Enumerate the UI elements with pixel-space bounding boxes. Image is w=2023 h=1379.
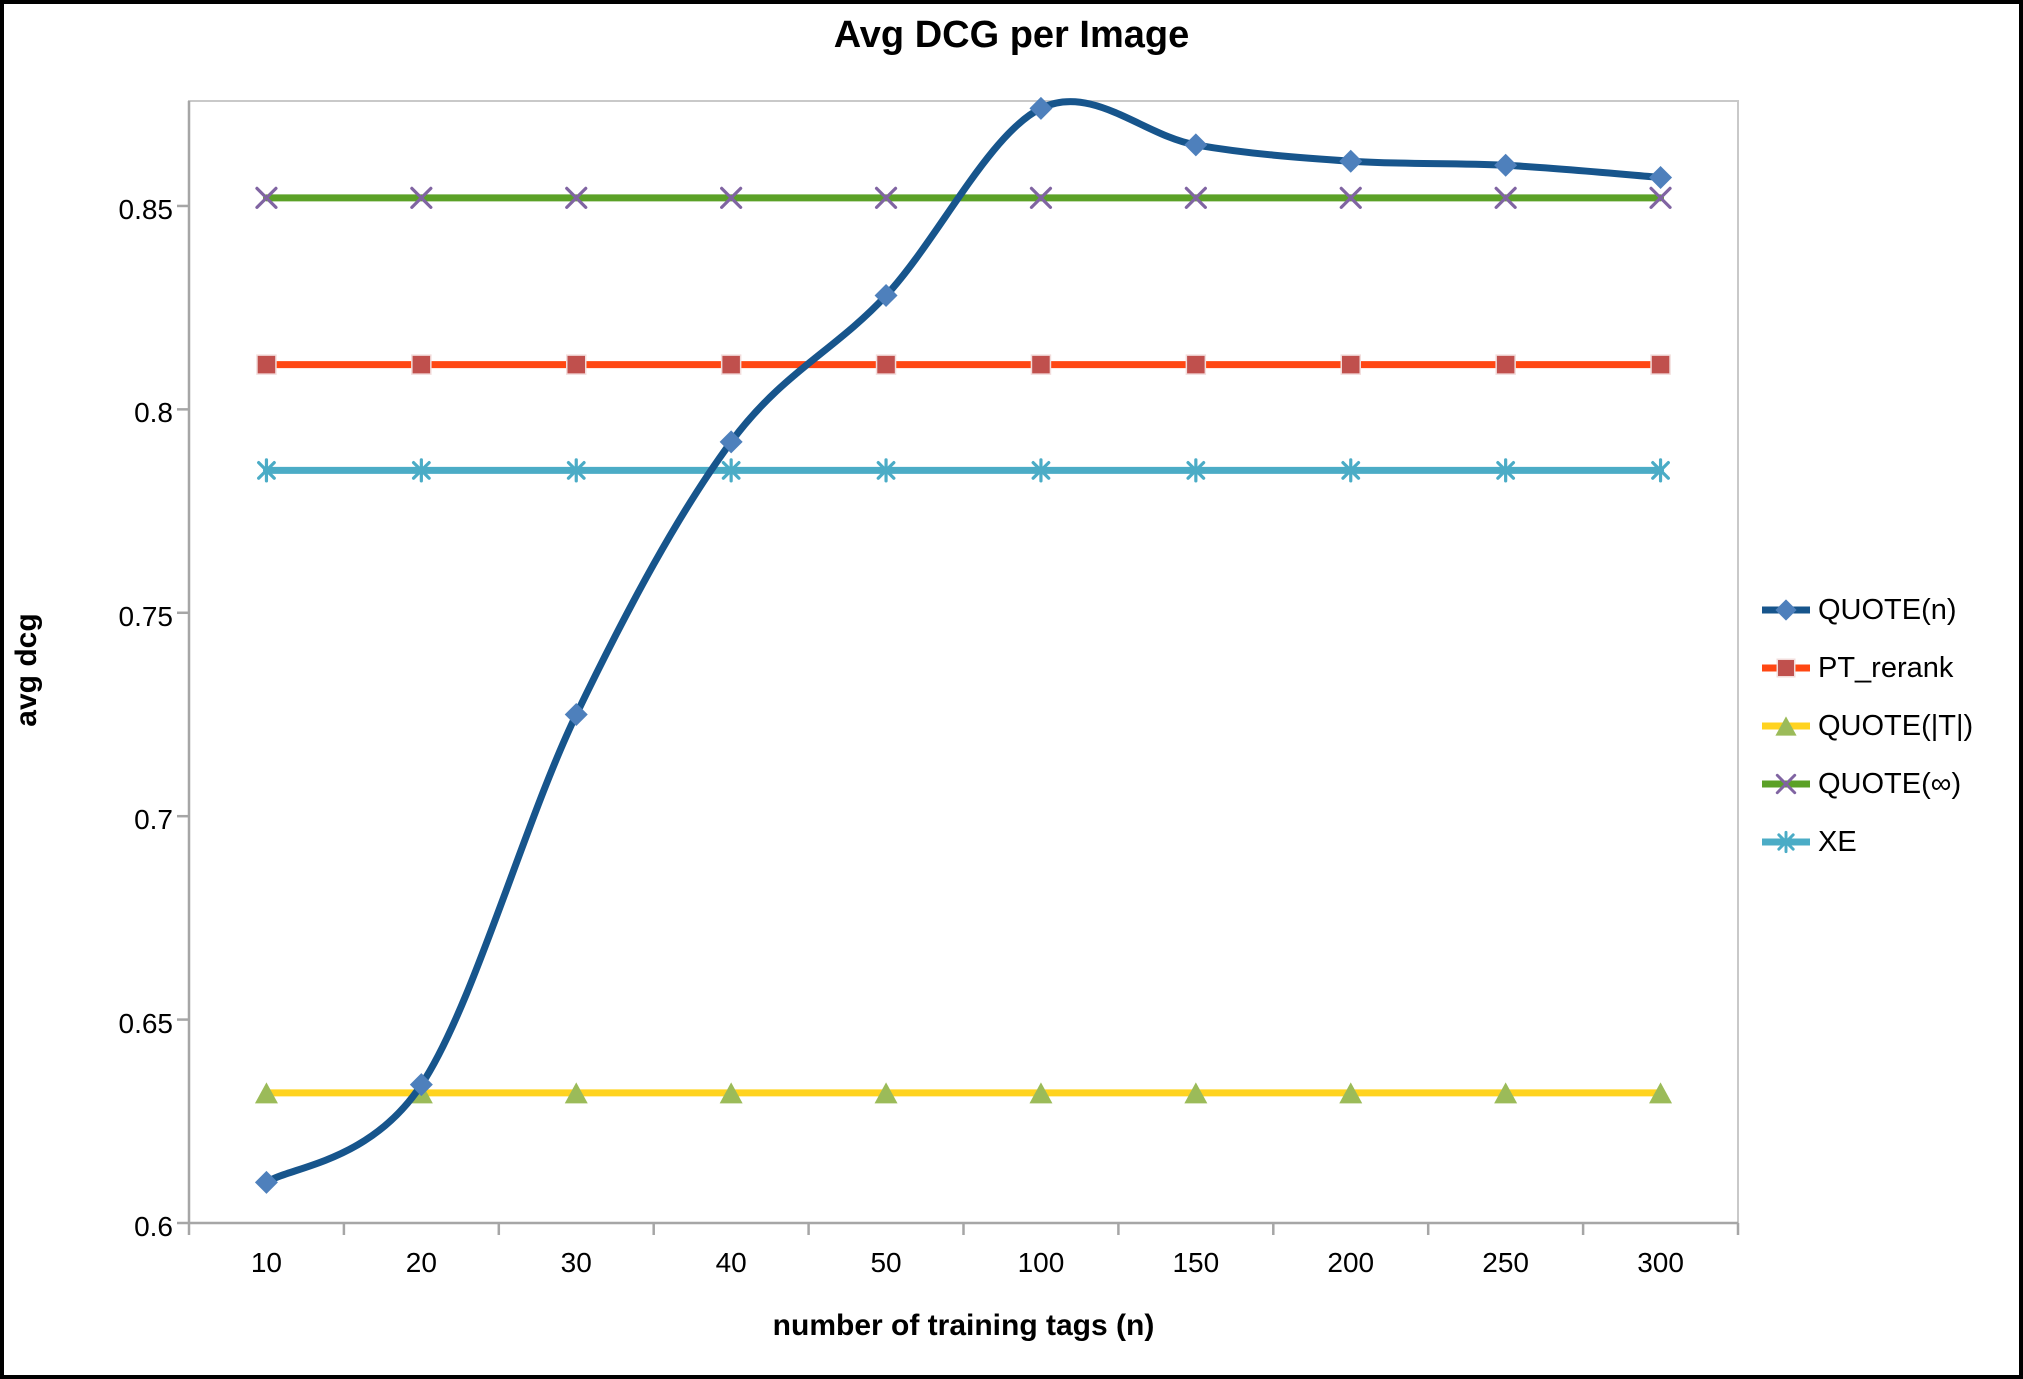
asterisk-marker — [411, 458, 431, 483]
square-marker — [1495, 354, 1516, 375]
legend-swatch — [1762, 830, 1810, 854]
x-marker — [1339, 186, 1362, 209]
y-tick-label: 0.85 — [118, 193, 174, 225]
legend-swatch — [1762, 599, 1810, 621]
asterisk-marker — [876, 458, 896, 483]
square-marker — [1776, 658, 1796, 678]
square-marker — [1340, 354, 1361, 375]
y-tick-label: 0.75 — [118, 600, 174, 632]
x-tick-label: 300 — [1637, 1247, 1684, 1278]
triangle-marker — [874, 1082, 898, 1104]
legend-swatch — [1762, 716, 1810, 736]
y-axis-title: avg dcg — [10, 613, 43, 727]
y-tick-label: 0.7 — [134, 804, 173, 836]
y-tick-label: 0.6 — [134, 1211, 173, 1242]
triangle-marker — [1775, 716, 1797, 736]
triangle-marker — [1184, 1082, 1208, 1104]
x-tick-label: 100 — [1017, 1247, 1065, 1278]
asterisk-marker — [1777, 830, 1795, 854]
diamond-marker — [1494, 153, 1518, 177]
y-tick-label: 0.65 — [118, 1007, 174, 1039]
legend-item-QUOTE(|T|): QUOTE(|T|) — [1760, 697, 1973, 755]
diamond-marker — [1029, 96, 1053, 120]
square-marker — [256, 354, 277, 375]
y-tick-label: 0.8 — [134, 397, 173, 429]
triangle-marker — [564, 1082, 588, 1104]
square-marker — [1185, 354, 1207, 375]
legend-item-QUOTE(n): QUOTE(n) — [1760, 581, 1973, 639]
asterisk-marker — [1186, 458, 1206, 483]
x-tick-label: 200 — [1327, 1247, 1375, 1278]
triangle-marker — [254, 1082, 278, 1104]
x-tick-label: 150 — [1172, 1247, 1220, 1278]
diamond-marker — [254, 1170, 278, 1194]
x-marker — [720, 186, 743, 209]
x-tick-label: 20 — [405, 1247, 437, 1278]
triangle-marker — [1339, 1082, 1363, 1104]
legend-label: PT_rerank — [1818, 651, 1954, 684]
diamond-marker — [1775, 599, 1797, 621]
x-tick-label: 40 — [715, 1247, 747, 1278]
x-marker — [1029, 186, 1053, 209]
x-marker — [565, 186, 588, 209]
plot-area-border — [188, 100, 1739, 1224]
square-marker — [875, 354, 897, 375]
asterisk-marker — [1496, 458, 1516, 483]
triangle-marker — [1029, 1082, 1053, 1104]
x-tick-label: 250 — [1482, 1247, 1529, 1278]
x-marker — [874, 186, 898, 209]
legend-item-XE: XE — [1760, 813, 1973, 871]
x-axis-title: number of training tags (n) — [772, 1309, 1155, 1342]
series-line-QUOTE(n) — [262, 98, 1664, 1186]
legend-swatch — [1762, 658, 1810, 678]
x-marker — [1649, 186, 1672, 209]
diamond-marker — [1184, 133, 1208, 157]
diamond-marker — [719, 430, 743, 454]
asterisk-marker — [1341, 458, 1361, 483]
legend-swatch — [1762, 773, 1810, 795]
square-marker — [411, 354, 432, 375]
diamond-marker — [409, 1073, 433, 1097]
asterisk-marker — [721, 458, 741, 483]
diamond-marker — [874, 283, 898, 307]
x-marker — [410, 186, 433, 209]
x-tick-label: 10 — [250, 1247, 283, 1278]
asterisk-marker — [566, 458, 586, 483]
square-marker — [1650, 354, 1671, 375]
x-tick-label: 50 — [870, 1247, 902, 1278]
triangle-marker — [1649, 1082, 1673, 1104]
x-marker — [255, 186, 278, 209]
legend-label: XE — [1818, 825, 1857, 858]
triangle-marker — [719, 1082, 743, 1104]
square-marker — [566, 354, 587, 375]
legend: QUOTE(n) PT_rerank QUOTE(|T|) QUOTE(∞) XE — [1760, 581, 1973, 871]
diamond-marker — [1649, 165, 1673, 189]
legend-item-PT_rerank: PT_rerank — [1760, 639, 1973, 697]
square-marker — [720, 354, 742, 375]
plot-canvas — [177, 96, 1740, 1235]
legend-label: QUOTE(∞) — [1818, 767, 1962, 800]
asterisk-marker — [1031, 458, 1051, 483]
x-marker — [1494, 186, 1517, 209]
diamond-marker — [1339, 149, 1363, 173]
chart-title: Avg DCG per Image — [833, 14, 1190, 56]
x-tick-label: 30 — [560, 1247, 592, 1278]
legend-label: QUOTE(n) — [1818, 593, 1957, 626]
legend-label: QUOTE(|T|) — [1818, 709, 1974, 742]
x-marker — [1775, 773, 1797, 795]
x-marker — [1184, 186, 1207, 209]
square-marker — [1030, 354, 1052, 375]
legend-item-QUOTE(∞): QUOTE(∞) — [1760, 755, 1973, 813]
asterisk-marker — [257, 458, 276, 483]
diamond-marker — [564, 702, 588, 726]
triangle-marker — [1494, 1082, 1518, 1104]
asterisk-marker — [1651, 458, 1670, 483]
